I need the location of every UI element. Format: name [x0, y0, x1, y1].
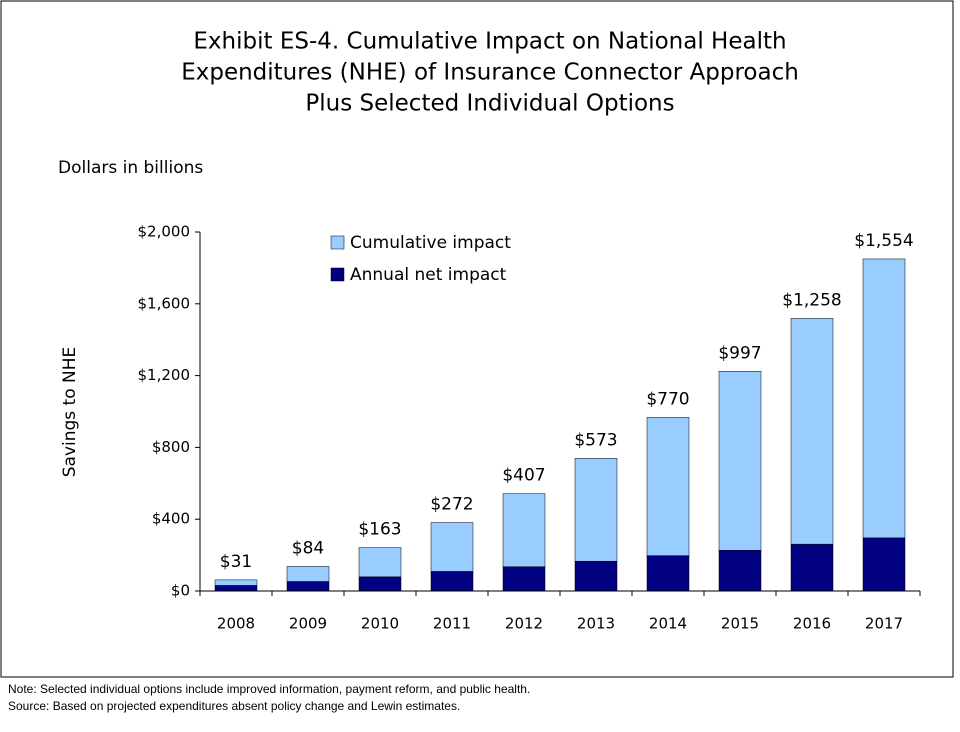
note: Note: Selected individual options includ… — [8, 682, 530, 696]
bar-segment — [718, 550, 762, 592]
bar-segment — [214, 579, 258, 586]
y-tick-label: $0 — [171, 582, 190, 600]
bar-segment — [502, 566, 546, 592]
bar-segment — [790, 543, 834, 592]
data-label: $1,258 — [782, 290, 841, 310]
y-axis-label: Savings to NHE — [60, 347, 80, 478]
bar-segment — [646, 555, 690, 592]
x-tick-label: 2009 — [289, 615, 327, 633]
y-tick-label: $2,000 — [138, 223, 191, 241]
y-tick-label: $1,200 — [138, 366, 191, 384]
bar-segment — [718, 371, 762, 551]
x-tick-label: 2008 — [217, 615, 255, 633]
x-tick-label: 2014 — [649, 615, 687, 633]
bar-segment — [358, 576, 402, 592]
x-tick-label: 2015 — [721, 615, 759, 633]
data-label: $272 — [430, 495, 473, 515]
legend-swatch — [330, 235, 345, 250]
data-label: $1,554 — [854, 231, 913, 251]
bar-segment — [574, 458, 618, 562]
bar-segment — [358, 547, 402, 578]
data-label: $84 — [292, 538, 324, 558]
bar-segment — [574, 560, 618, 592]
legend-label: Cumulative impact — [350, 233, 511, 253]
chart-title: Exhibit ES-4. Cumulative Impact on Natio… — [193, 29, 786, 55]
subtitle: Dollars in billions — [58, 158, 203, 178]
data-label: $407 — [502, 466, 545, 486]
bar-segment — [286, 581, 330, 592]
y-tick-label: $800 — [152, 438, 190, 456]
data-label: $573 — [574, 430, 617, 450]
note: Source: Based on projected expenditures … — [8, 699, 460, 713]
bar-segment — [502, 493, 546, 568]
x-tick-label: 2017 — [865, 615, 903, 633]
bar-segment — [286, 566, 330, 582]
data-label: $163 — [358, 520, 401, 540]
x-tick-label: 2010 — [361, 615, 399, 633]
x-tick-label: 2013 — [577, 615, 615, 633]
y-tick-label: $1,600 — [138, 294, 191, 312]
bar-segment — [862, 537, 906, 592]
legend-label: Annual net impact — [350, 265, 507, 285]
bar-segment — [646, 417, 690, 556]
bar-segment — [214, 585, 258, 592]
x-tick-label: 2012 — [505, 615, 543, 633]
chart-title: Expenditures (NHE) of Insurance Connecto… — [181, 60, 799, 86]
data-label: $997 — [718, 343, 761, 363]
bar-segment — [862, 258, 906, 539]
y-tick-label: $400 — [152, 510, 190, 528]
x-tick-label: 2016 — [793, 615, 831, 633]
bar-segment — [790, 318, 834, 545]
data-label: $31 — [220, 552, 252, 572]
bar-segment — [430, 522, 474, 572]
x-tick-label: 2011 — [433, 615, 471, 633]
data-label: $770 — [646, 389, 689, 409]
bar-segment — [430, 571, 474, 592]
chart-title: Plus Selected Individual Options — [305, 91, 674, 117]
legend-swatch — [330, 267, 345, 282]
